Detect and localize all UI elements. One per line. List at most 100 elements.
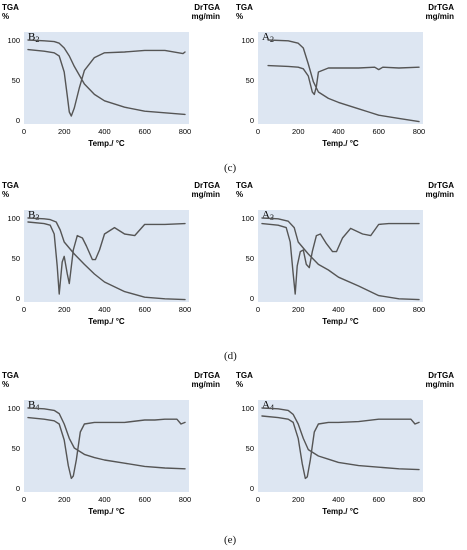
x-tick-label: 0 bbox=[22, 495, 26, 504]
series-line-drtga bbox=[261, 222, 420, 295]
panel-label: B3 bbox=[28, 209, 39, 222]
y-right-label: mg/min bbox=[192, 380, 221, 389]
panel-label: B4 bbox=[28, 399, 39, 412]
y-tick-label: 100 bbox=[241, 404, 254, 413]
series-line-tga bbox=[27, 217, 186, 301]
series-line-tga bbox=[261, 407, 420, 471]
y-left-label: TGA bbox=[2, 3, 19, 12]
y-tick-label: 0 bbox=[250, 294, 254, 303]
x-axis-label: Temp./ °C bbox=[322, 507, 359, 516]
y-tick-label: 0 bbox=[250, 484, 254, 493]
y-left-label: % bbox=[236, 12, 243, 21]
chart-panel-a4: TGA% DrTGA mg/min A4 0 50 100 0 200 400 600 800 Temp… bbox=[236, 370, 456, 520]
x-tick-label: 0 bbox=[22, 305, 26, 314]
x-tick-label: 400 bbox=[98, 305, 111, 314]
y-right-label: mg/min bbox=[426, 190, 455, 199]
x-axis-label: Temp./ °C bbox=[322, 317, 359, 326]
y-left-label: TGA bbox=[236, 3, 253, 12]
x-tick-label: 200 bbox=[58, 495, 71, 504]
series-line-tga bbox=[27, 39, 186, 116]
y-right-label: DrTGA bbox=[194, 371, 220, 380]
x-tick-label: 600 bbox=[372, 127, 385, 136]
x-axis-label: Temp./ °C bbox=[88, 317, 125, 326]
x-tick-label: 200 bbox=[292, 305, 305, 314]
y-right-label: DrTGA bbox=[428, 181, 454, 190]
x-tick-label: 600 bbox=[138, 495, 151, 504]
x-tick-label: 400 bbox=[332, 127, 345, 136]
chart-panel-a3: TGA% DrTGA mg/min A3 0 50 100 0 200 400 600 800 Temp… bbox=[236, 180, 456, 330]
series-line-tga bbox=[27, 407, 186, 470]
y-tick-label: 0 bbox=[16, 484, 20, 493]
y-tick-label: 0 bbox=[16, 116, 20, 125]
series-line-drtga bbox=[27, 416, 186, 480]
caption-c: (c) bbox=[224, 162, 237, 174]
series-line-tga bbox=[267, 39, 420, 123]
y-tick-label: 100 bbox=[241, 214, 254, 223]
series-line-drtga bbox=[27, 221, 186, 295]
y-left-label: TGA bbox=[2, 371, 19, 380]
y-left-label: % bbox=[2, 380, 9, 389]
y-tick-label: 100 bbox=[7, 404, 20, 413]
x-tick-label: 800 bbox=[413, 495, 426, 504]
caption-d: (d) bbox=[224, 350, 237, 362]
chart-panel-b4: TGA% DrTGA mg/min B4 0 50 100 0 200 400 600 800 Temp… bbox=[2, 370, 222, 520]
y-left-label: % bbox=[2, 12, 9, 21]
y-right-label: mg/min bbox=[192, 190, 221, 199]
series-line-tga bbox=[261, 217, 420, 301]
chart-panel-b2: TGA% DrTGA mg/min B2 0 50 100 0 200 400 600 800 Temp… bbox=[2, 2, 222, 152]
y-tick-label: 100 bbox=[7, 214, 20, 223]
x-tick-label: 400 bbox=[332, 495, 345, 504]
plot-area bbox=[24, 400, 189, 492]
chart-panel-a2: TGA% DrTGA mg/min A2 0 50 100 0 200 400 600 800 Temp… bbox=[236, 2, 456, 152]
y-left-label: TGA bbox=[236, 371, 253, 380]
x-tick-label: 800 bbox=[413, 305, 426, 314]
y-left-label: % bbox=[2, 190, 9, 199]
y-right-label: mg/min bbox=[426, 12, 455, 21]
y-tick-label: 50 bbox=[246, 76, 254, 85]
series-line-drtga bbox=[27, 48, 186, 117]
x-tick-label: 0 bbox=[256, 305, 260, 314]
x-tick-label: 200 bbox=[58, 305, 71, 314]
y-tick-label: 100 bbox=[7, 36, 20, 45]
plot-area bbox=[258, 32, 423, 124]
panel-label: A3 bbox=[262, 209, 274, 222]
y-tick-label: 50 bbox=[246, 444, 254, 453]
y-right-label: DrTGA bbox=[428, 3, 454, 12]
caption-e: (e) bbox=[224, 534, 237, 546]
y-left-label: TGA bbox=[236, 181, 253, 190]
x-tick-label: 0 bbox=[22, 127, 26, 136]
x-tick-label: 600 bbox=[138, 127, 151, 136]
y-tick-label: 50 bbox=[246, 254, 254, 263]
x-tick-label: 200 bbox=[292, 127, 305, 136]
y-right-label: mg/min bbox=[426, 380, 455, 389]
x-tick-label: 400 bbox=[98, 495, 111, 504]
y-left-label: % bbox=[236, 190, 243, 199]
x-axis-label: Temp./ °C bbox=[322, 139, 359, 148]
y-tick-label: 0 bbox=[16, 294, 20, 303]
x-tick-label: 200 bbox=[58, 127, 71, 136]
x-axis-label: Temp./ °C bbox=[88, 507, 125, 516]
x-tick-label: 800 bbox=[179, 495, 192, 504]
plot-area bbox=[24, 210, 189, 302]
x-tick-label: 800 bbox=[179, 305, 192, 314]
x-axis-label: Temp./ °C bbox=[88, 139, 125, 148]
y-right-label: DrTGA bbox=[428, 371, 454, 380]
x-tick-label: 600 bbox=[372, 305, 385, 314]
x-tick-label: 800 bbox=[179, 127, 192, 136]
panel-label: A4 bbox=[262, 399, 274, 412]
y-tick-label: 0 bbox=[250, 116, 254, 125]
x-tick-label: 0 bbox=[256, 127, 260, 136]
x-tick-label: 400 bbox=[332, 305, 345, 314]
series-line-drtga bbox=[267, 64, 420, 96]
y-left-label: TGA bbox=[2, 181, 19, 190]
plot-area bbox=[258, 210, 423, 302]
chart-panel-b3: TGA% DrTGA mg/min B3 0 50 100 0 200 400 600 800 Temp… bbox=[2, 180, 222, 330]
y-tick-label: 50 bbox=[12, 444, 20, 453]
series-line-drtga bbox=[261, 415, 420, 480]
